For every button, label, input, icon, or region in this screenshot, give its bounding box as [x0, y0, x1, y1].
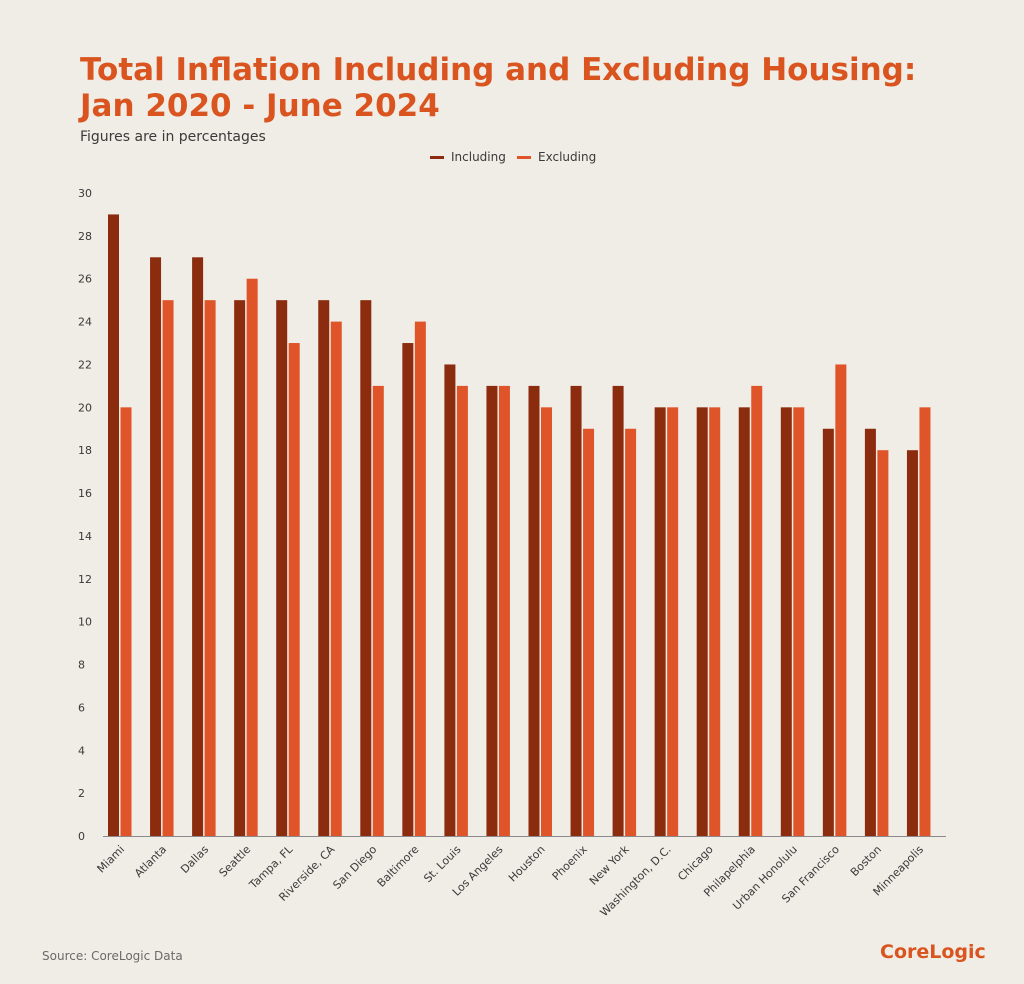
- bar-including-washington-d-c-: [654, 407, 666, 836]
- y-tick-label: 10: [78, 616, 92, 629]
- brand-logo: CoreLogic: [880, 941, 986, 963]
- bar-including-new-york: [612, 385, 624, 836]
- x-tick-label: Phoenix: [550, 843, 590, 883]
- y-tick-label: 14: [78, 530, 92, 543]
- bar-excluding-phoenix: [583, 428, 595, 836]
- x-tick-label: St. Louis: [421, 843, 463, 885]
- source-note: Source: CoreLogic Data: [42, 949, 183, 963]
- bar-excluding-atlanta: [162, 300, 174, 837]
- x-tick-label: Houston: [506, 843, 548, 885]
- bar-excluding-dallas: [204, 300, 216, 837]
- x-tick-label: San Diego: [330, 843, 379, 892]
- bar-including-st-louis: [444, 364, 456, 836]
- y-tick-label: 16: [78, 487, 92, 500]
- x-tick-label: Chicago: [675, 843, 716, 884]
- bar-excluding-riverside-ca: [330, 321, 342, 837]
- bar-excluding-st-louis: [456, 385, 468, 836]
- bar-including-urban-honolulu: [780, 407, 792, 836]
- bar-excluding-tampa-fl: [288, 343, 300, 836]
- bar-excluding-houston: [541, 407, 552, 836]
- bar-excluding-san-diego: [372, 385, 384, 836]
- bar-excluding-baltimore: [414, 321, 426, 837]
- x-tick-label: Baltimore: [375, 843, 422, 890]
- bar-excluding-minneapolis: [919, 407, 931, 836]
- bar-including-phoenix: [570, 385, 582, 836]
- y-tick-label: 22: [78, 358, 92, 371]
- legend-swatch-including: [430, 156, 444, 159]
- bar-including-los-angeles: [486, 385, 498, 836]
- bar-including-houston: [528, 385, 540, 836]
- bar-including-philapelphia: [738, 407, 750, 836]
- x-tick-label: Dallas: [178, 843, 211, 876]
- bar-including-riverside-ca: [318, 300, 330, 837]
- bar-excluding-urban-honolulu: [793, 407, 805, 836]
- bar-excluding-boston: [877, 450, 889, 836]
- bar-excluding-new-york: [625, 428, 637, 836]
- y-tick-label: 30: [78, 187, 92, 200]
- x-tick-label: Miami: [95, 843, 128, 876]
- y-tick-label: 6: [78, 701, 85, 714]
- x-tick-label: Atlanta: [132, 843, 169, 880]
- x-tick-label: Seattle: [217, 843, 254, 880]
- y-tick-label: 28: [78, 230, 92, 243]
- legend-label-excluding: Excluding: [538, 150, 596, 164]
- bar-excluding-washington-d-c-: [667, 407, 679, 836]
- bar-including-atlanta: [150, 257, 162, 836]
- y-tick-label: 4: [78, 744, 85, 757]
- bar-including-dallas: [192, 257, 204, 836]
- y-tick-label: 0: [78, 830, 85, 843]
- legend-swatch-excluding: [517, 156, 531, 159]
- bar-including-boston: [864, 428, 876, 836]
- bar-excluding-los-angeles: [498, 385, 510, 836]
- bar-excluding-philapelphia: [751, 385, 763, 836]
- y-tick-label: 26: [78, 273, 92, 286]
- y-tick-label: 18: [78, 444, 92, 457]
- chart-subtitle: Figures are in percentages: [80, 129, 266, 145]
- bar-including-seattle: [234, 300, 246, 837]
- legend-label-including: Including: [451, 150, 506, 164]
- bar-excluding-miami: [120, 407, 132, 836]
- x-tick-label: Washington, D.C.: [598, 843, 674, 919]
- bar-including-minneapolis: [906, 450, 918, 836]
- chart-title-line1: Total Inflation Including and Excluding …: [80, 52, 917, 88]
- bar-including-miami: [108, 214, 119, 836]
- y-tick-label: 8: [78, 659, 85, 672]
- y-tick-label: 24: [78, 316, 92, 329]
- y-tick-label: 20: [78, 401, 92, 414]
- bar-including-baltimore: [402, 343, 414, 836]
- bar-including-tampa-fl: [276, 300, 288, 837]
- x-tick-label: Boston: [848, 843, 884, 879]
- bar-including-chicago: [696, 407, 708, 836]
- y-tick-label: 12: [78, 573, 92, 586]
- bar-excluding-chicago: [709, 407, 721, 836]
- bar-including-san-francisco: [822, 428, 834, 836]
- bar-excluding-seattle: [246, 278, 258, 836]
- chart-title: Total Inflation Including and Excluding …: [80, 52, 980, 124]
- bar-including-san-diego: [360, 300, 372, 837]
- chart-title-line2: Jan 2020 - June 2024: [80, 88, 440, 124]
- bar-excluding-san-francisco: [835, 364, 847, 836]
- y-tick-label: 2: [78, 787, 85, 800]
